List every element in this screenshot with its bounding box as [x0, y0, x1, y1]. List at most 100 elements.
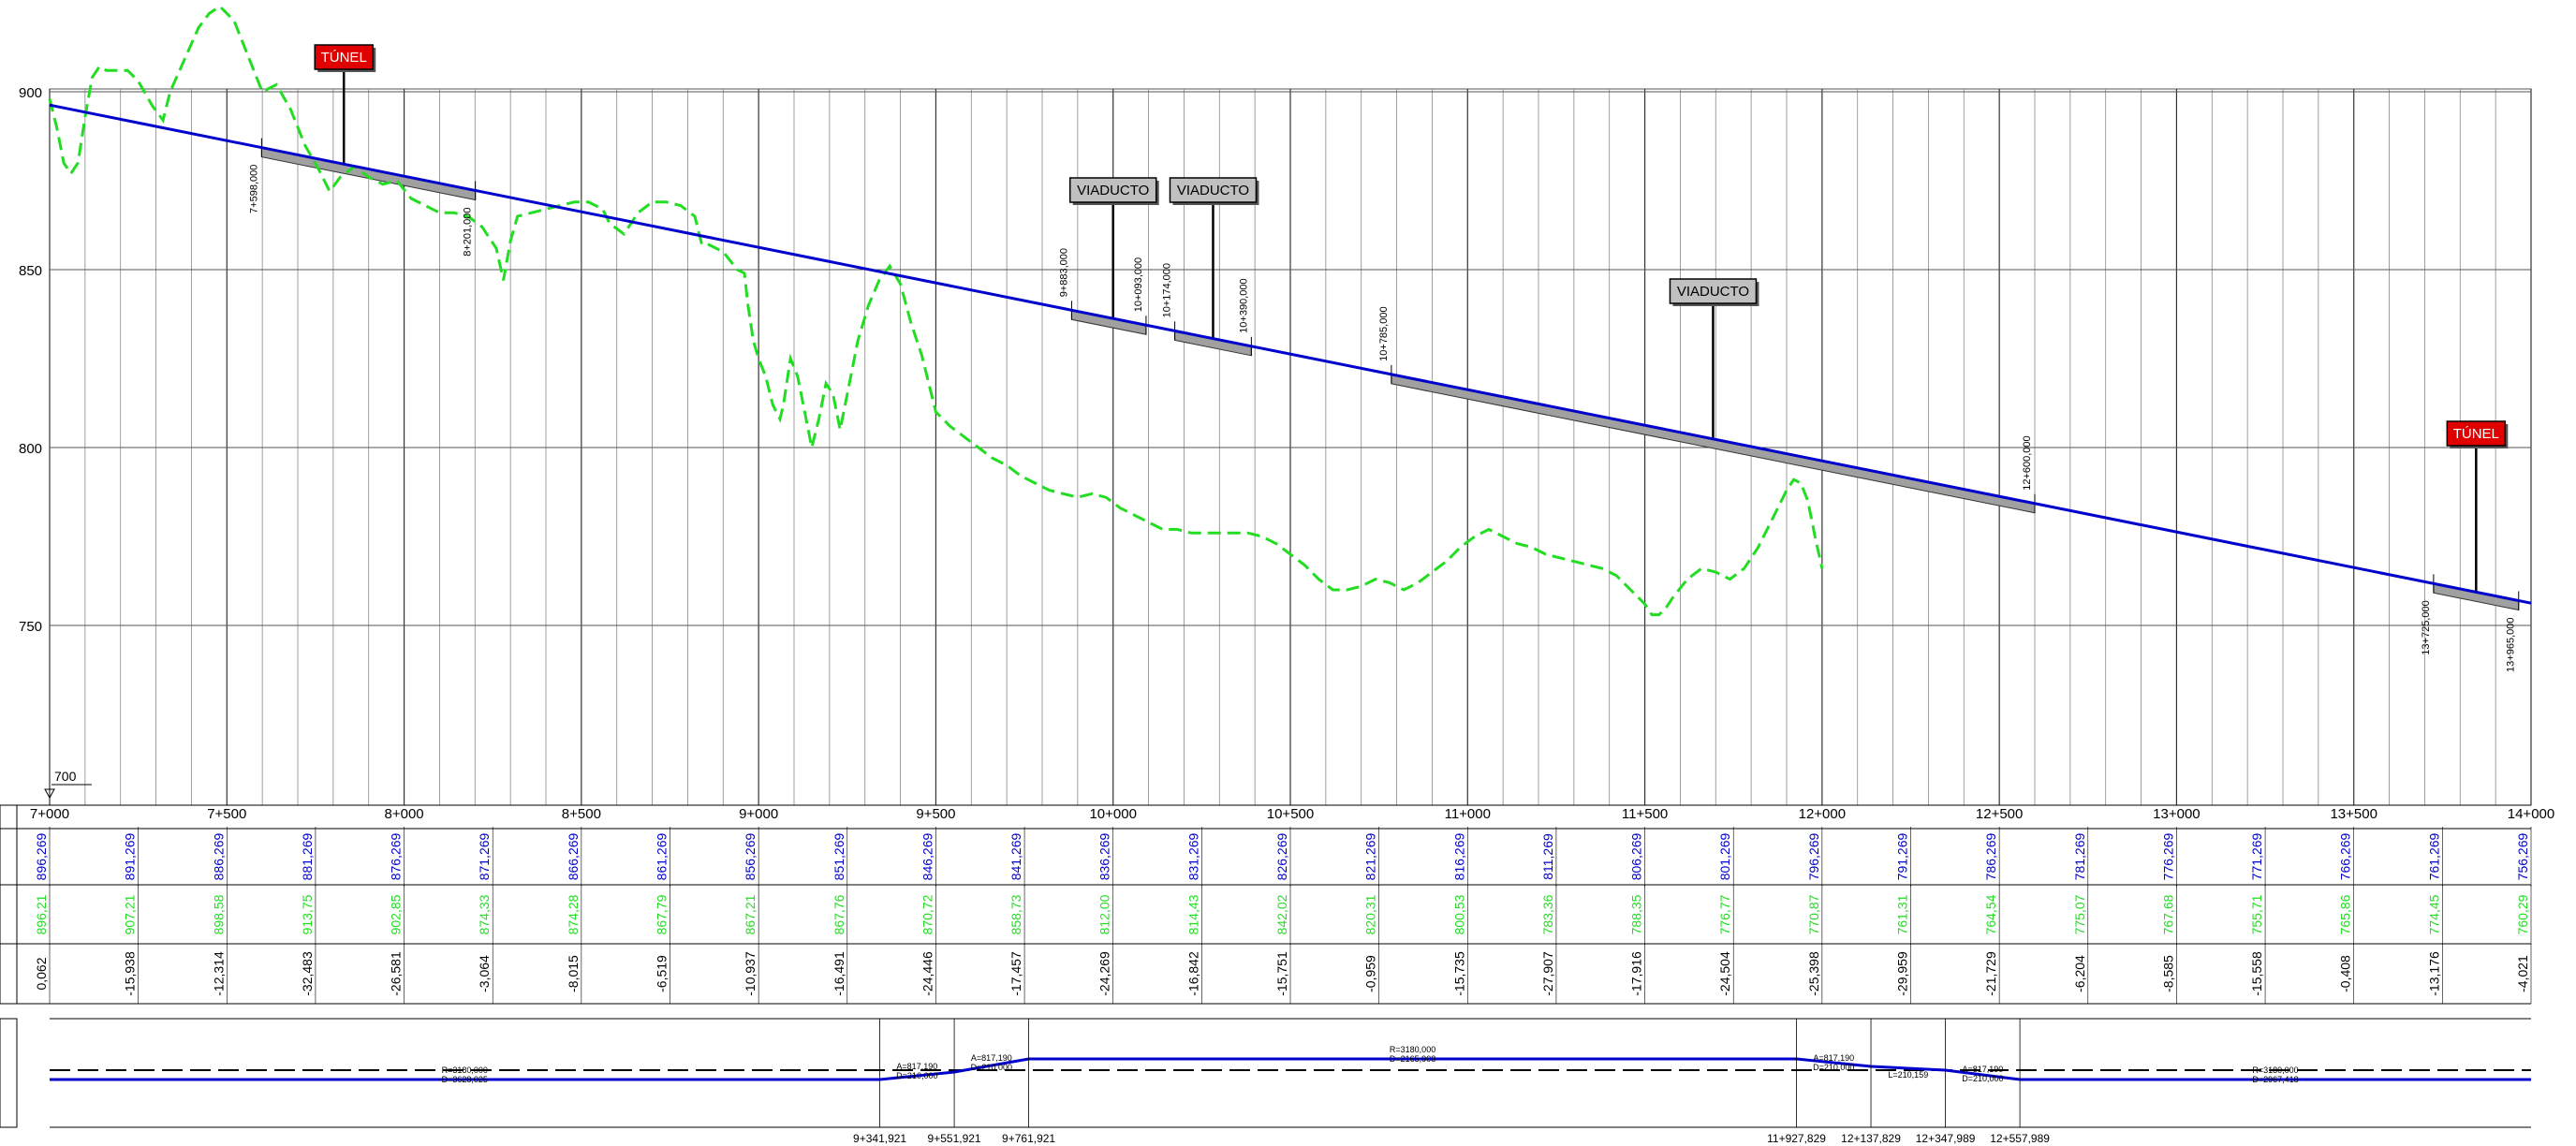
- datum-label: 700: [54, 769, 77, 784]
- difference-value: -17,916: [1629, 951, 1644, 996]
- y-tick-label: 750: [19, 619, 42, 635]
- alignment-diagram: 9+341,921 9+551,921 9+761,921 11+927,829 12+…: [0, 1018, 2531, 1145]
- viaduct-label: VIADUCTO: [1177, 183, 1249, 198]
- alignment-station-label: 9+761,921: [1002, 1132, 1055, 1145]
- difference-value: -24,504: [1717, 951, 1732, 996]
- alignment-element-label: A=817,190: [1962, 1065, 2003, 1074]
- difference-value: -27,907: [1540, 951, 1555, 996]
- rail-level-value: 871,269: [477, 832, 492, 880]
- alignment-element-length: D=210,000: [971, 1063, 1012, 1072]
- difference-value: -16,842: [1185, 951, 1200, 996]
- rail-level-value: 876,269: [389, 832, 404, 880]
- rail-line: [49, 103, 2532, 605]
- alignment-station-label: 9+551,921: [928, 1132, 981, 1145]
- rail-level-value: 791,269: [1895, 832, 1910, 880]
- rail-level-value: 796,269: [1806, 832, 1821, 880]
- rail-level-value: 841,269: [1008, 832, 1023, 880]
- terrain-level-value: 765,86: [2338, 894, 2353, 934]
- difference-value: -12,314: [211, 951, 226, 996]
- rail-level-value: 806,269: [1629, 832, 1644, 880]
- difference-value: -32,483: [300, 951, 315, 996]
- rail-level-value: 881,269: [300, 832, 315, 880]
- tunnel-label: TÚNEL: [2453, 426, 2499, 442]
- chainage-label: 7+000: [30, 806, 69, 822]
- terrain-level-value: 770,87: [1806, 894, 1821, 934]
- rail-level-value: 816,269: [1451, 832, 1466, 880]
- chainage-label: 11+500: [1622, 806, 1668, 822]
- terrain-level-value: 896,21: [34, 894, 49, 934]
- chainage-label: 12+500: [1976, 806, 2023, 822]
- rail-level-value: 836,269: [1097, 832, 1112, 880]
- alignment-element-length: D=210,000: [1962, 1074, 2003, 1083]
- rail-level-value: 851,269: [832, 832, 846, 880]
- chainage-label: 13+500: [2330, 806, 2377, 822]
- structure-station-label: 10+390,000: [1238, 278, 1249, 332]
- difference-value: -4,021: [2515, 955, 2530, 992]
- terrain-level-value: 874,33: [477, 894, 492, 934]
- difference-value: -21,729: [1983, 951, 1998, 996]
- y-tick-label: 800: [19, 441, 42, 457]
- difference-value: -29,959: [1895, 951, 1910, 996]
- tunnel-flag: [2446, 420, 2507, 447]
- alignment-element-label: A=817,190: [971, 1053, 1012, 1063]
- tunnel-label: TÚNEL: [321, 50, 367, 66]
- difference-value: -15,558: [2249, 951, 2264, 996]
- terrain-level-value: 814,43: [1185, 894, 1200, 934]
- structure-station-label: 10+093,000: [1133, 257, 1144, 312]
- chainage-label: 13+000: [2153, 806, 2200, 822]
- chainage-label: 9+500: [916, 806, 955, 822]
- difference-value: -8,585: [2160, 955, 2175, 992]
- rail-level-value: 786,269: [1983, 832, 1998, 880]
- profile-labels: 900 850 800 750 700 7+000 7+500 8+000 8+500 9+000…: [19, 85, 2554, 822]
- terrain-level-value: 874,28: [566, 894, 581, 934]
- structures: TÚNEL VIADUCTO VIADUCTO VIADUCTO TÚNEL: [260, 44, 2520, 611]
- rail-level-value: 896,269: [34, 832, 49, 880]
- alignment-station-label: 12+347,989: [1916, 1132, 1976, 1145]
- difference-value: -15,751: [1274, 951, 1289, 996]
- chainage-label: 10+000: [1089, 806, 1136, 822]
- difference-value: -26,581: [389, 951, 404, 996]
- terrain-level-value: 898,58: [211, 894, 226, 934]
- alignment-station-label: 12+137,829: [1841, 1132, 1901, 1145]
- terrain-level-value: 755,71: [2249, 894, 2264, 934]
- difference-value: -3,064: [477, 955, 492, 992]
- structure-station-label: 13+965,000: [2506, 618, 2517, 672]
- alignment-element-length: D=2967,418: [2252, 1075, 2298, 1084]
- rail-level-value: 766,269: [2338, 832, 2353, 880]
- chainage-label: 12+000: [1799, 806, 1846, 822]
- profile-grid: [49, 88, 2532, 806]
- alignment-station-label: 11+927,829: [1767, 1132, 1826, 1145]
- tunnel-flag: [314, 44, 374, 70]
- rail-level-value: 866,269: [566, 832, 581, 880]
- terrain-level-value: 774,45: [2426, 894, 2441, 934]
- difference-value: -6,519: [655, 955, 670, 992]
- terrain-level-value: 867,76: [832, 894, 846, 934]
- alignment-element-label: A=817,190: [1813, 1053, 1854, 1063]
- chainage-label: 7+500: [207, 806, 246, 822]
- chainage-label: 10+500: [1267, 806, 1314, 822]
- difference-value: -15,735: [1451, 951, 1466, 996]
- alignment-station-label: 9+341,921: [853, 1132, 906, 1145]
- y-tick-label: 900: [19, 85, 42, 101]
- terrain-level-value: 788,35: [1629, 894, 1644, 934]
- chainage-label: 8+000: [385, 806, 424, 822]
- alignment-element-label: L=210,159: [1888, 1070, 1928, 1080]
- difference-value: -17,457: [1008, 951, 1023, 996]
- alignment-element-length: D=210,000: [1813, 1063, 1854, 1072]
- terrain-level-value: 842,02: [1274, 894, 1289, 934]
- structure-station-label: 12+600,000: [2022, 435, 2033, 490]
- terrain-level-value: 902,85: [389, 894, 404, 934]
- terrain-level-value: 775,07: [2072, 894, 2087, 934]
- terrain-level-value: 907,21: [123, 894, 138, 934]
- alignment-element-label: A=817,190: [896, 1062, 937, 1071]
- rail-level-value: 776,269: [2160, 832, 2175, 880]
- structure-station-label: 7+598,000: [248, 165, 259, 213]
- alignment-element-label: R=3180,000: [442, 1065, 488, 1075]
- rail-level-value: 886,269: [211, 832, 226, 880]
- chainage-label: 11+000: [1445, 806, 1491, 822]
- terrain-level-value: 767,68: [2160, 894, 2175, 934]
- rail-level-value: 771,269: [2249, 832, 2264, 880]
- rail-level-value: 811,269: [1540, 833, 1555, 880]
- rail-gradient-line: [49, 103, 2532, 605]
- terrain-level-value: 776,77: [1717, 894, 1732, 934]
